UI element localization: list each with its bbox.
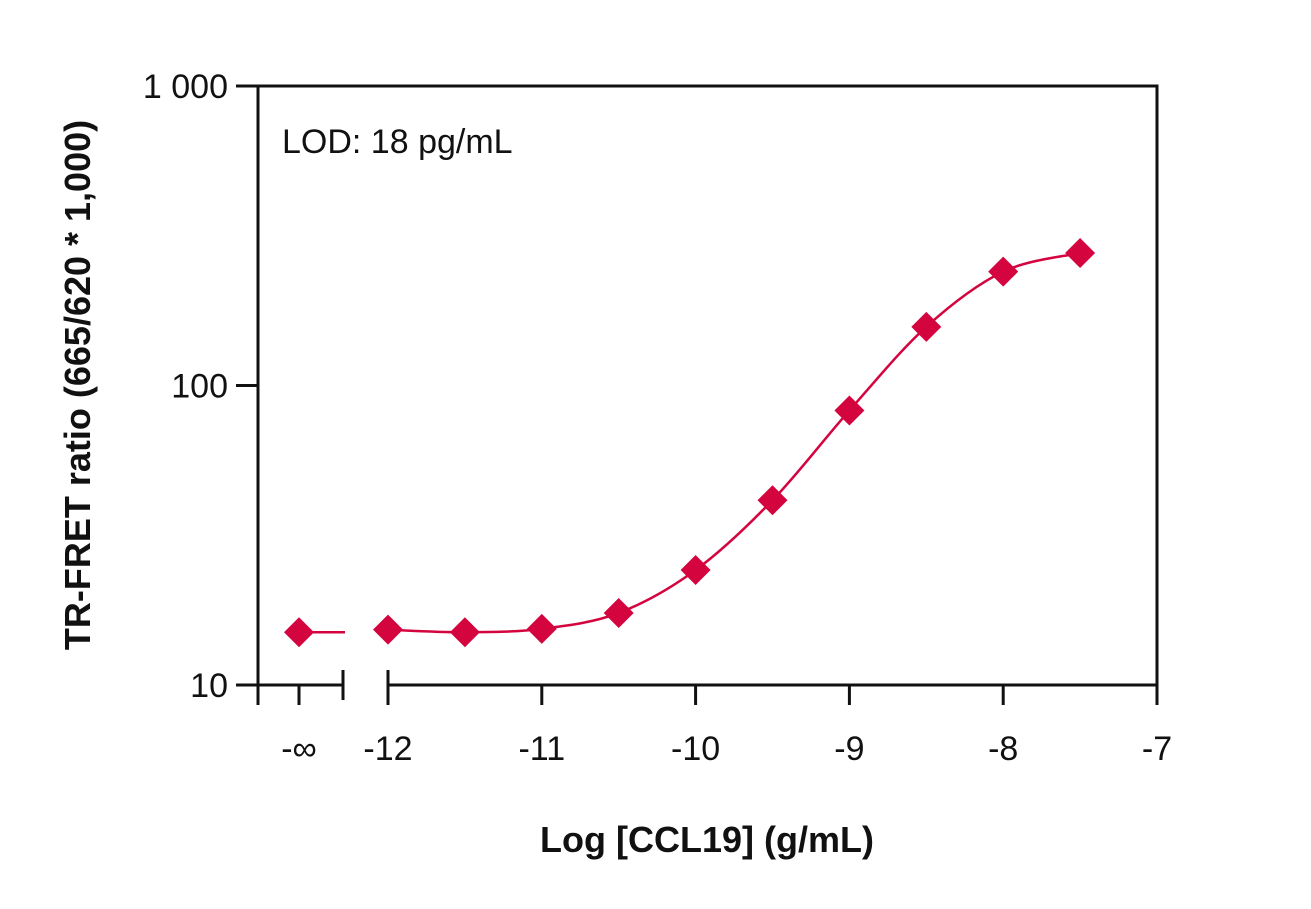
fit-curve: [387, 251, 1081, 634]
x-tick-label: -8: [988, 730, 1018, 768]
x-tick-label: -12: [363, 730, 412, 768]
data-point: [603, 597, 634, 628]
data-point: [834, 395, 865, 426]
data-point-neg-inf: [284, 617, 314, 648]
data-marks: [284, 237, 1096, 648]
y-tick-label: 1 000: [143, 68, 228, 106]
x-axis-label: Log [CCL19] (g/mL): [540, 819, 874, 860]
data-point: [757, 485, 788, 516]
y-axis-label: TR-FRET ratio (665/620 * 1,000): [57, 120, 98, 650]
plot-frame: [236, 84, 1159, 705]
plot-border: [256, 84, 1159, 685]
x-tick-label: -11: [518, 730, 565, 768]
x-tick-label: -9: [834, 730, 864, 768]
data-point: [911, 311, 942, 342]
tick-labels: -12 -11 -10 -9 -8 -7 -∞ 10 100 1 000: [143, 68, 1172, 768]
data-point: [1065, 237, 1096, 268]
y-tick-label: 10: [190, 667, 228, 705]
data-point: [449, 617, 480, 648]
data-point: [988, 256, 1019, 287]
data-point: [373, 614, 403, 645]
x-tick-label: -10: [671, 730, 720, 768]
data-point: [680, 555, 711, 586]
x-tick-label-neg-inf: -∞: [281, 730, 317, 768]
lod-annotation: LOD: 18 pg/mL: [282, 123, 513, 161]
y-tick-label: 100: [171, 368, 228, 406]
data-point: [526, 613, 557, 644]
x-tick-label: -7: [1142, 730, 1172, 768]
